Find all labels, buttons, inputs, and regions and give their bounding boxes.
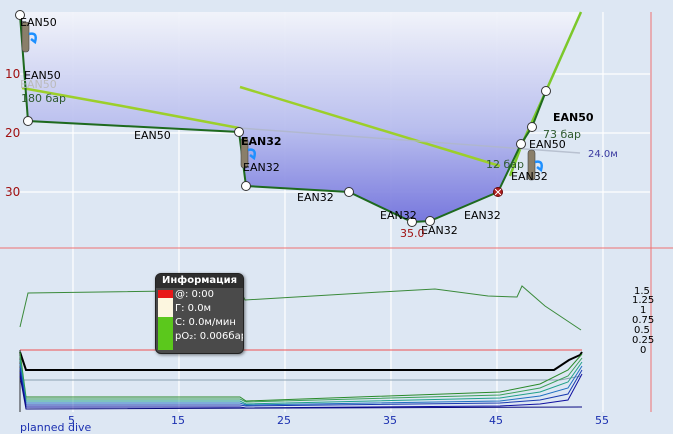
gas-label: EAN32 — [380, 209, 417, 222]
tank-pressure-label: 180 бар — [21, 92, 66, 105]
ppo2-tick: 1 — [640, 305, 646, 316]
info-depth: Г: 0.0м — [175, 303, 212, 314]
current-position-marker[interactable] — [493, 187, 503, 197]
time-tick: 15 — [171, 414, 185, 427]
waypoint[interactable] — [234, 127, 244, 137]
gas-label: EAN32 — [243, 161, 280, 174]
tissue-saturation-lines — [19, 351, 583, 410]
gas-label: EAN50 — [529, 138, 566, 151]
gas-line-mid — [239, 85, 501, 168]
info-ppo2: pO₂: 0.006бар — [175, 331, 244, 342]
gas-label: EAN32 — [297, 191, 334, 204]
depth-swatch — [158, 298, 173, 317]
ppo2-tick: 0.25 — [632, 335, 654, 346]
gas-label: EAN32 — [511, 170, 548, 183]
waypoint[interactable] — [407, 217, 417, 227]
tank-pressure-label: 73 бар — [543, 128, 581, 141]
info-panel: Информация @: 0:00 Г: 0.0м С: 0.0м/мин p… — [155, 273, 244, 354]
waypoint[interactable] — [516, 139, 526, 149]
time-swatch — [158, 290, 173, 298]
ppo2-ticks: 1.5 1.25 1 0.75 0.5 0.25 0 — [632, 286, 654, 356]
waypoint[interactable] — [344, 187, 354, 197]
info-panel-title: Информация — [156, 274, 243, 288]
waypoint[interactable] — [23, 116, 33, 126]
ppo2-tick: 1.5 — [634, 286, 650, 297]
ppo2-swatch — [158, 317, 173, 350]
time-tick: 35 — [383, 414, 397, 427]
profile-area — [20, 12, 581, 222]
gas-label: EAN50 — [20, 78, 57, 91]
depth-tick: 30 — [5, 185, 20, 199]
ceiling-line — [238, 127, 581, 154]
tank-pressure-label: 12 бар — [486, 158, 524, 171]
gas-label: EAN32 — [421, 224, 458, 237]
reference-line — [20, 375, 582, 381]
ppo2-tick: 1.25 — [632, 295, 654, 306]
time-tick: 45 — [489, 414, 503, 427]
ppo2-tick: 0 — [640, 345, 646, 356]
ppo2-tick: 0.75 — [632, 315, 654, 326]
max-depth-label: 35.0 — [400, 227, 425, 240]
time-tick: 55 — [595, 414, 609, 427]
gas-label: EAN32 — [241, 135, 282, 148]
gas-label: EAN32 — [464, 209, 501, 222]
gas-line-left — [21, 86, 240, 130]
depth-tick: 20 — [5, 126, 20, 140]
tissue-line — [19, 351, 583, 371]
gas-line-right — [508, 11, 583, 177]
planned-dive-label: planned dive — [20, 421, 92, 434]
waypoint[interactable] — [541, 86, 551, 96]
waypoint[interactable] — [527, 122, 537, 132]
tank-icon — [21, 21, 37, 53]
time-tick: 5 — [68, 414, 75, 427]
waypoints — [15, 10, 551, 227]
gas-label: EAN50 — [24, 69, 61, 82]
waypoint[interactable] — [425, 216, 435, 226]
waypoint[interactable] — [15, 10, 25, 20]
tank-icon — [527, 149, 543, 181]
waypoint[interactable] — [241, 181, 251, 191]
gas-label: EAN50 — [20, 16, 57, 29]
ppo2-panel: 1.5 1.25 1 0.75 0.5 0.25 0 — [19, 285, 654, 412]
gas-label: EAN50 — [134, 129, 171, 142]
gas-label: EAN50 — [553, 111, 594, 124]
ceiling-depth-label: 24.0м — [588, 149, 618, 160]
tank-icon — [240, 137, 256, 169]
info-time: @: 0:00 — [175, 289, 215, 300]
info-speed: С: 0.0м/мин — [175, 317, 236, 328]
ppo2-tick: 0.5 — [634, 325, 650, 336]
depth-tick: 10 — [5, 67, 20, 81]
time-tick: 25 — [277, 414, 291, 427]
